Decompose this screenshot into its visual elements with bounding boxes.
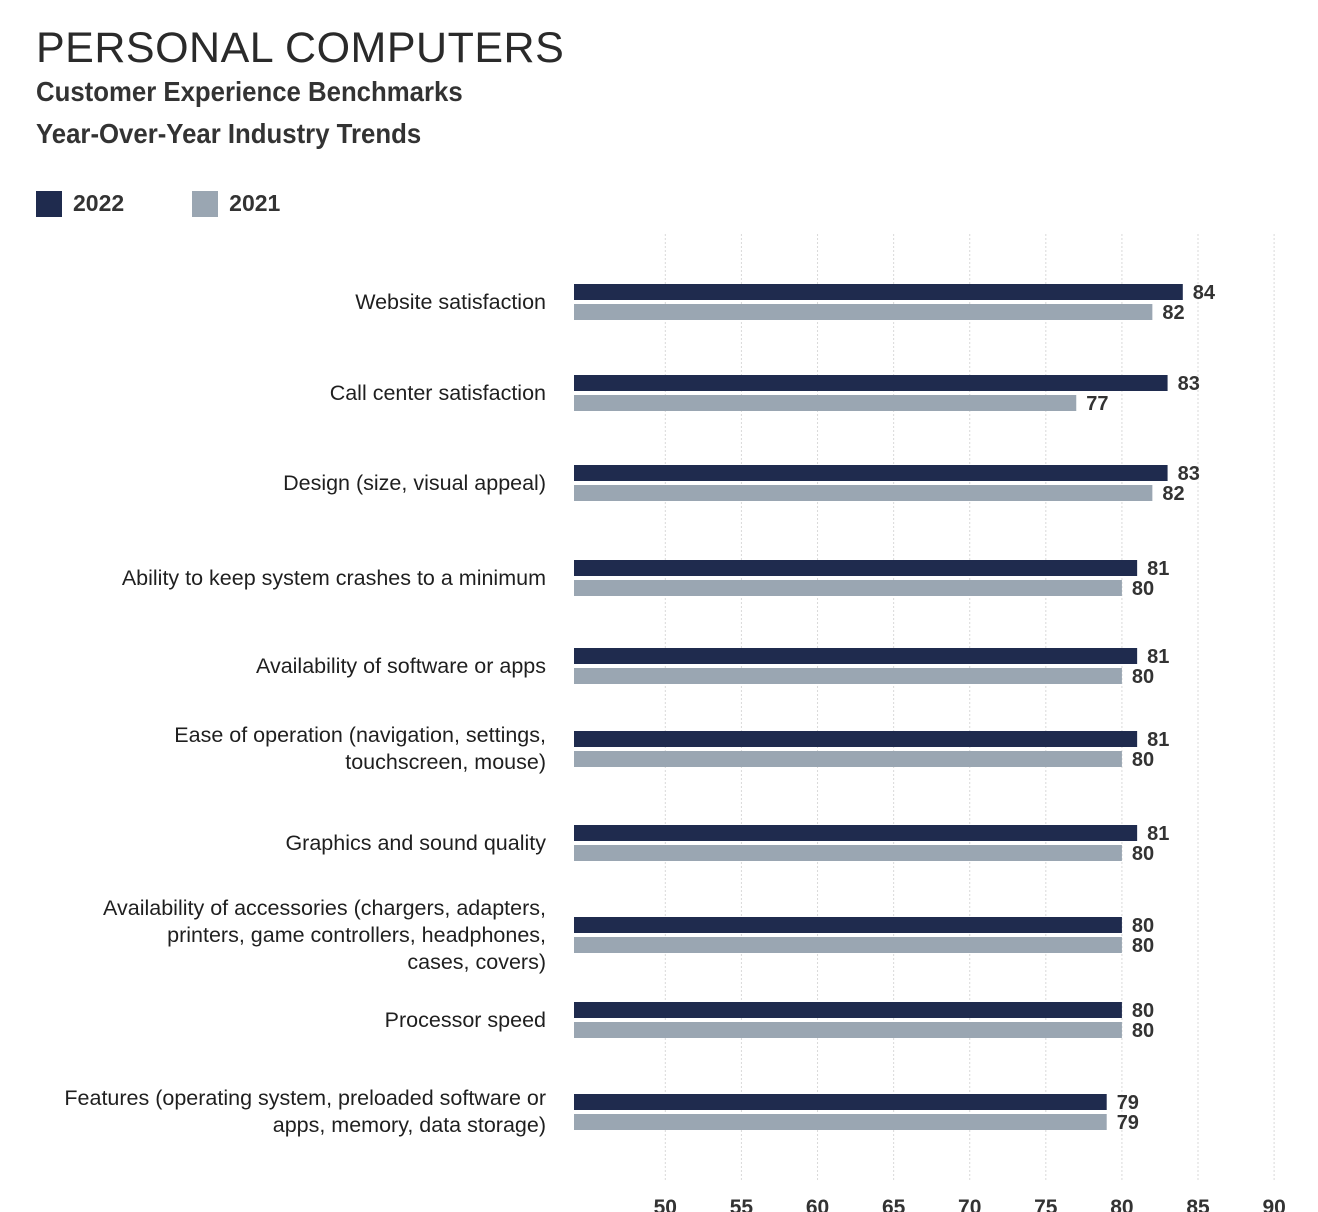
x-tick-label: 50 bbox=[654, 1196, 677, 1212]
data-label-2021: 77 bbox=[1086, 393, 1108, 415]
x-tick-label: 55 bbox=[730, 1196, 754, 1212]
data-label-2022: 81 bbox=[1147, 823, 1169, 845]
chart-subtitle-line1: Customer Experience Benchmarks bbox=[36, 76, 463, 107]
data-label-2021: 80 bbox=[1132, 1020, 1154, 1042]
data-label-2022: 81 bbox=[1147, 729, 1169, 751]
data-label-2022: 81 bbox=[1147, 646, 1169, 668]
bar-2022 bbox=[574, 825, 1138, 841]
bar-2021 bbox=[574, 1022, 1122, 1038]
data-label-2022: 80 bbox=[1132, 915, 1154, 937]
category-label: Ease of operation (navigation, settings,… bbox=[174, 723, 546, 774]
data-label-2022: 83 bbox=[1178, 463, 1200, 485]
data-label-2022: 83 bbox=[1178, 373, 1200, 395]
chart-title: PERSONAL COMPUTERS bbox=[36, 24, 565, 72]
bar-2021 bbox=[574, 485, 1153, 501]
bar-2022 bbox=[574, 1094, 1107, 1110]
data-label-2021: 82 bbox=[1162, 483, 1184, 505]
data-label-2021: 80 bbox=[1132, 578, 1154, 600]
data-label-2021: 80 bbox=[1132, 666, 1154, 688]
bar-2022 bbox=[574, 731, 1138, 747]
chart-subtitle-line2: Year-Over-Year Industry Trends bbox=[36, 118, 422, 149]
x-tick-label: 80 bbox=[1110, 1196, 1133, 1212]
bar-2021 bbox=[574, 1114, 1107, 1130]
category-label: Website satisfaction bbox=[355, 289, 546, 314]
category-label: Features (operating system, preloaded so… bbox=[64, 1086, 546, 1137]
category-label: Processor speed bbox=[384, 1007, 546, 1032]
bar-2022 bbox=[574, 375, 1168, 391]
x-tick-label: 85 bbox=[1186, 1196, 1210, 1212]
category-label: Design (size, visual appeal) bbox=[283, 470, 546, 495]
bar-2022 bbox=[574, 1002, 1122, 1018]
category-label: Availability of accessories (chargers, a… bbox=[103, 895, 546, 974]
data-label-2021: 79 bbox=[1117, 1112, 1139, 1134]
x-tick-label: 75 bbox=[1034, 1196, 1058, 1212]
bar-2021 bbox=[574, 751, 1122, 767]
bar-2021 bbox=[574, 845, 1122, 861]
data-label-2022: 80 bbox=[1132, 1000, 1154, 1022]
legend-swatch-2022 bbox=[36, 190, 62, 217]
chart-legend: 2022 2021 bbox=[36, 190, 348, 217]
legend-item-2022: 2022 bbox=[36, 190, 124, 217]
bar-2022 bbox=[574, 465, 1168, 481]
data-label-2021: 80 bbox=[1132, 749, 1154, 771]
bar-2022 bbox=[574, 560, 1138, 576]
legend-item-2021: 2021 bbox=[192, 190, 280, 217]
legend-label-2022: 2022 bbox=[73, 190, 125, 216]
bar-2022 bbox=[574, 648, 1138, 664]
category-label: Ability to keep system crashes to a mini… bbox=[121, 565, 546, 590]
legend-swatch-2021 bbox=[192, 190, 219, 217]
data-label-2021: 80 bbox=[1132, 935, 1154, 957]
category-label: Graphics and sound quality bbox=[285, 830, 546, 855]
bar-2021 bbox=[574, 395, 1077, 411]
x-tick-label: 70 bbox=[958, 1196, 981, 1212]
bar-2021 bbox=[574, 304, 1153, 320]
legend-label-2021: 2021 bbox=[229, 190, 281, 216]
bar-2021 bbox=[574, 668, 1122, 684]
data-label-2022: 84 bbox=[1193, 282, 1216, 304]
x-tick-label: 65 bbox=[882, 1196, 906, 1212]
x-tick-label: 90 bbox=[1262, 1196, 1285, 1212]
data-label-2022: 81 bbox=[1147, 558, 1169, 580]
data-label-2021: 80 bbox=[1132, 843, 1154, 865]
bar-2022 bbox=[574, 917, 1122, 933]
x-tick-label: 60 bbox=[806, 1196, 829, 1212]
bar-2021 bbox=[574, 580, 1122, 596]
category-label: Availability of software or apps bbox=[256, 653, 546, 678]
data-label-2022: 79 bbox=[1117, 1092, 1139, 1114]
bar-2021 bbox=[574, 937, 1122, 953]
category-label: Call center satisfaction bbox=[329, 380, 546, 405]
data-label-2021: 82 bbox=[1162, 302, 1184, 324]
bar-2022 bbox=[574, 284, 1183, 300]
